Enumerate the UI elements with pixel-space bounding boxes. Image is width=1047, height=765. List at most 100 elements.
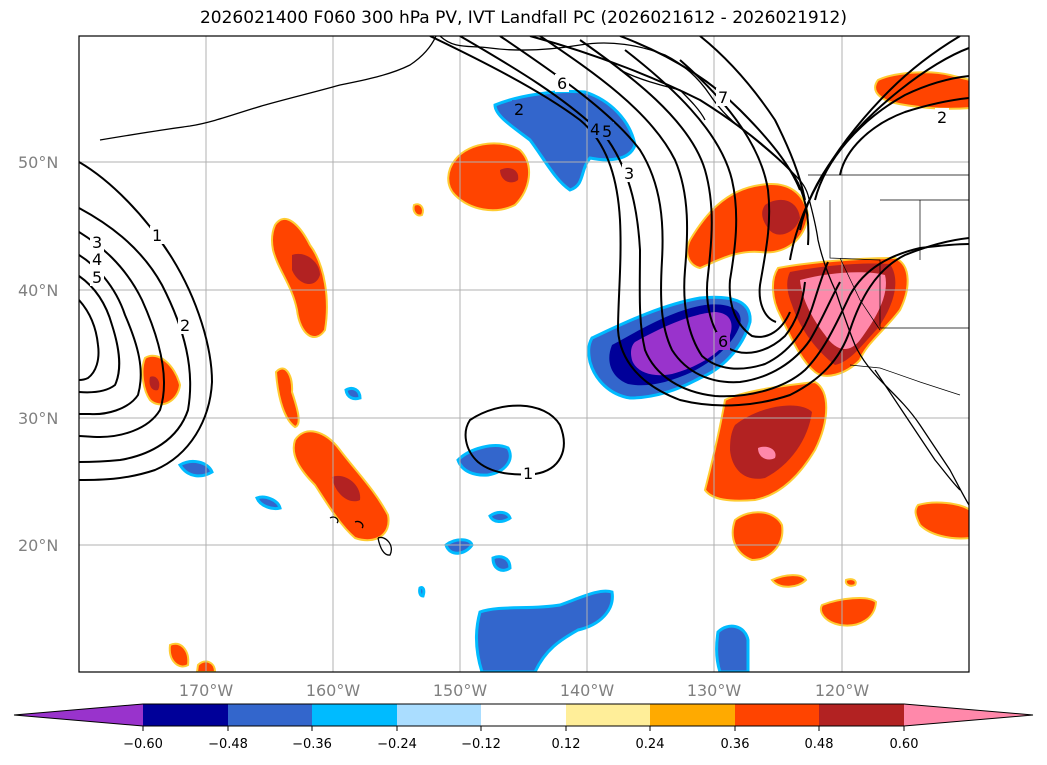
contour-line [679, 59, 777, 323]
map-body: 1 2 3 4 5 6 1 2 3 4 5 6 7 2 [79, 36, 969, 672]
contour-line [79, 275, 121, 394]
longitude-label: 150°W [433, 681, 488, 700]
pv-strong-area [149, 376, 160, 391]
contour-line [79, 299, 100, 381]
pv-positive-area [274, 367, 300, 429]
contour-line [79, 207, 192, 463]
colorbar-tick-label: 0.60 [890, 737, 919, 752]
contour-label: 7 [718, 88, 728, 107]
contour-line [79, 231, 165, 439]
contour-label: 4 [92, 250, 102, 269]
pv-strong-area [332, 475, 361, 502]
colorbar-segment [228, 704, 312, 726]
north-america-coastline [807, 194, 969, 506]
contour-label: 1 [152, 226, 162, 245]
colorbar-segment [312, 704, 397, 726]
contour-line [529, 36, 810, 246]
contour-line [789, 36, 961, 261]
pv-negative-area [493, 90, 637, 192]
pv-negative-area [715, 624, 750, 672]
pv-positive-area [447, 142, 531, 212]
colorbar-tick-label: 0.48 [805, 737, 834, 752]
hawaii-islands [329, 516, 392, 556]
colorbar-segment [143, 704, 228, 726]
colorbar-tick-label: −0.12 [461, 737, 501, 752]
contour-label: 3 [92, 233, 102, 252]
colorbar-tick-label: −0.36 [292, 737, 332, 752]
contour-line [429, 36, 969, 407]
colorbar: −0.60 −0.48 −0.36 −0.24 −0.12 0.12 0.24 … [13, 703, 1034, 752]
pv-positive-area [412, 203, 424, 217]
pv-very-strong-area [758, 446, 776, 460]
longitude-label: 130°W [687, 681, 742, 700]
colorbar-segment [819, 704, 904, 726]
state-border [839, 257, 881, 331]
colorbar-tick-label: −0.48 [208, 737, 248, 752]
pv-negative-area [177, 460, 214, 478]
colorbar-segment [735, 704, 819, 726]
contour-line [499, 36, 841, 384]
colorbar-segment [397, 704, 481, 726]
pv-positive-area [770, 574, 808, 588]
pv-positive-area [731, 511, 784, 562]
colorbar-tick-label: −0.60 [123, 737, 163, 752]
pv-positive-area [820, 597, 878, 627]
contour-line [839, 97, 969, 176]
contour-line [579, 39, 806, 354]
colorbar-segment [650, 704, 735, 726]
colorbar-tick-label: 0.12 [552, 737, 581, 752]
pv-strong-area [292, 253, 320, 285]
us-mexico-border [849, 364, 961, 396]
pv-positive-area [844, 578, 857, 587]
ivt-contours [79, 36, 969, 481]
map-title: 2026021400 F060 300 hPa PV, IVT Landfall… [199, 8, 847, 28]
contour-line [619, 36, 801, 191]
colorbar-extend-low [14, 704, 143, 726]
contour-label-group: 1 2 3 4 5 6 1 2 3 4 5 6 7 2 [90, 74, 949, 483]
contour-line [814, 75, 969, 201]
pv-shading [141, 71, 969, 672]
pv-negative-area [488, 510, 512, 523]
longitude-label: 120°W [815, 681, 870, 700]
latitude-label: 50°N [18, 153, 58, 172]
contour-label: 3 [624, 164, 634, 183]
colorbar-segment [566, 704, 650, 726]
contour-label: 2 [514, 100, 524, 119]
longitude-label: 170°W [179, 681, 234, 700]
contour-label: 6 [718, 332, 728, 351]
pv-strong-area [730, 405, 812, 479]
pv-negative-area [491, 555, 512, 572]
pv-positive-area [168, 642, 190, 668]
pv-positive-area [141, 355, 182, 406]
contour-label: 1 [523, 464, 533, 483]
contour-label: 5 [602, 122, 612, 141]
contour-label: 6 [557, 74, 567, 93]
colorbar-tick-label: 0.36 [721, 737, 750, 752]
contour-line [699, 36, 806, 201]
contour-line [79, 254, 142, 416]
state-border [829, 200, 969, 329]
contour-line [539, 36, 829, 370]
longitude-label: 160°W [306, 681, 361, 700]
colorbar-segment [481, 704, 566, 726]
latitude-label: 30°N [18, 409, 58, 428]
contour-label: 5 [92, 268, 102, 287]
contour-label: 2 [937, 108, 947, 127]
pv-positive-area [914, 501, 969, 540]
alaska-coastline [99, 36, 437, 141]
contour-line [464, 404, 565, 476]
contour-line [79, 161, 214, 481]
pv-negative-area [475, 589, 614, 672]
colorbar-extend-high [904, 704, 1033, 726]
pv-negative-area [255, 495, 282, 510]
contour-label: 2 [180, 316, 190, 335]
pv-negative-area [418, 586, 426, 598]
map-frame [78, 35, 970, 673]
graticule [79, 36, 969, 672]
pv-negative-area [344, 386, 362, 401]
colorbar-tick-label: 0.24 [636, 737, 665, 752]
latitude-label: 40°N [18, 281, 58, 300]
contour-line [459, 36, 969, 398]
baja-coastline [874, 369, 961, 491]
